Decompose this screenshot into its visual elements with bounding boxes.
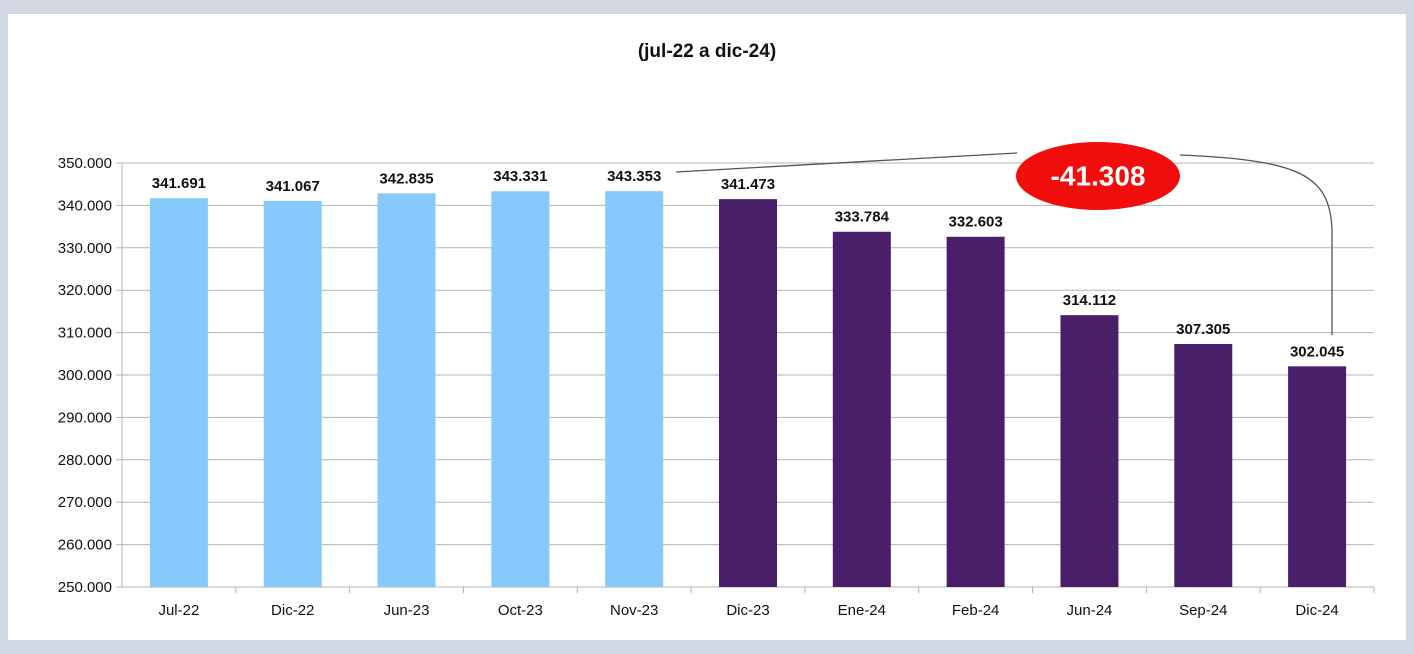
- y-tick-label: 330.000: [58, 240, 112, 257]
- bar: [1060, 315, 1119, 587]
- value-label: 342.835: [379, 170, 433, 187]
- chart-panel: [8, 14, 1406, 640]
- chart-subtitle: (jul-22 a dic-24): [638, 41, 776, 62]
- x-tick-label: Feb-24: [952, 602, 1000, 619]
- x-tick-label: Oct-23: [498, 602, 543, 619]
- x-tick-label: Ene-24: [838, 602, 886, 619]
- value-label: 343.353: [607, 168, 661, 185]
- bar: [1288, 366, 1347, 587]
- x-tick-label: Dic-23: [726, 602, 769, 619]
- value-label: 314.112: [1063, 292, 1116, 309]
- bar: [377, 193, 436, 588]
- bars: Jul-22 341.691 Dic-22 341.067 Jun-23 342.835 O…: [149, 168, 1347, 619]
- y-tick-label: 250.000: [58, 579, 112, 596]
- bar: [491, 191, 550, 588]
- connector: [675, 152, 1018, 173]
- bar: [946, 236, 1005, 587]
- y-tick-label: 300.000: [58, 367, 112, 384]
- x-tick-label: Sep-24: [1179, 602, 1227, 619]
- bar: [263, 200, 322, 587]
- value-label: 341.067: [266, 178, 320, 195]
- y-tick-label: 320.000: [58, 282, 112, 299]
- value-label: 332.603: [949, 214, 1003, 231]
- bar: [1174, 344, 1233, 587]
- bar: [719, 199, 777, 587]
- x-tick-label: Nov-23: [610, 602, 658, 619]
- bar: [832, 231, 891, 587]
- x-tick-label: Dic-24: [1295, 602, 1338, 619]
- value-label: 302.045: [1290, 343, 1344, 360]
- value-label: 341.691: [152, 175, 206, 192]
- connector: [1179, 154, 1333, 335]
- y-tick-label: 290.000: [58, 409, 112, 426]
- y-tick-label: 280.000: [58, 452, 112, 469]
- x-tick-label: Jun-24: [1067, 602, 1113, 619]
- y-tick-label: 340.000: [58, 197, 112, 214]
- value-label: 343.331: [493, 168, 547, 185]
- bar: [605, 191, 664, 587]
- y-tick-label: 350.000: [58, 155, 112, 172]
- annotation: -41.308: [1051, 160, 1146, 191]
- value-label: 333.784: [835, 209, 890, 226]
- value-label: 341.473: [721, 176, 775, 193]
- y-tick-label: 260.000: [58, 537, 112, 554]
- x-tick-label: Jun-23: [384, 602, 430, 619]
- annotation-badge: [1016, 142, 1180, 210]
- bar: [149, 198, 208, 587]
- value-label: 307.305: [1176, 321, 1230, 338]
- y-tick-label: 270.000: [58, 494, 112, 511]
- y-tick-label: 310.000: [58, 325, 112, 342]
- x-tick-label: Jul-22: [158, 602, 199, 619]
- x-tick-label: Dic-22: [271, 602, 314, 619]
